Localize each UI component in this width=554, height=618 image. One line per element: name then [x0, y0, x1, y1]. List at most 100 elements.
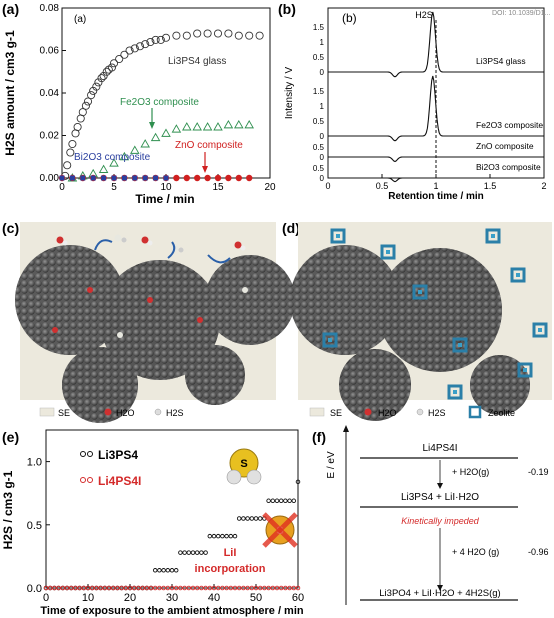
panel-e-point-li4ps4i: [144, 585, 150, 591]
panel-a-point-li3ps4-glass: [172, 31, 181, 40]
panel-d-legend-zeolite: Zeolite: [488, 408, 515, 418]
panel-a-annot-li3ps4: Li3PS4 glass: [168, 56, 226, 67]
panel-e-point-li4ps4i: [43, 585, 49, 591]
panel-e-point-li3ps4: [182, 550, 187, 555]
panel-e-point-li4ps4i: [295, 585, 301, 591]
panel-a-point-bi2o3-composite: [59, 175, 65, 181]
panel-e-point-li4ps4i: [220, 585, 225, 591]
panel-a: (a) (a) 0.00 0.02 0.04 0.06 0.08 0 5 10 15 20 Ti…: [2, 1, 276, 206]
panel-e-point-li3ps4: [194, 550, 200, 555]
panel-e-point-li4ps4i: [194, 585, 200, 591]
panel-a-point-li3ps4-glass: [156, 35, 165, 44]
panel-a-point-li3ps4-glass: [120, 50, 129, 59]
panel-e-point-li4ps4i: [77, 585, 82, 591]
panel-a-point-li3ps4-glass: [146, 37, 155, 47]
panel-e-point-li3ps4: [257, 516, 263, 521]
panel-b-y-tick-label: 0: [320, 68, 325, 77]
panel-e-point-li4ps4i: [115, 585, 120, 591]
panel-b-trace: [328, 75, 544, 142]
panel-a-zno-arrowhead: [202, 166, 208, 173]
panel-b-y-tick-label: 1.5: [313, 87, 325, 96]
panel-e-point-li3ps4: [165, 568, 171, 573]
panel-a-point-li3ps4-glass: [97, 74, 106, 83]
panel-b-trace: [328, 11, 544, 78]
panel-b-y-tick-label: 0: [320, 132, 325, 141]
panel-a-inner-label: (a): [74, 14, 86, 25]
panel-e-point-li4ps4i: [173, 585, 179, 591]
panel-e-y-label: H2S / cm3 g-1: [1, 470, 15, 549]
panel-a-point-li3ps4-glass: [107, 63, 116, 72]
panel-e-point-li4ps4i: [106, 585, 112, 591]
panel-f-step-1-energy: -0.19: [528, 467, 549, 477]
panel-a-point-bi2o3-composite: [132, 175, 138, 181]
panel-a-x-tick-label: 5: [111, 182, 117, 193]
panel-a-point-zno-composite: [173, 174, 180, 182]
panel-a-point-bi2o3-composite: [101, 175, 107, 181]
panel-e-point-li3ps4: [190, 550, 196, 555]
panel-a-point-fe2o3-composite: [213, 122, 223, 131]
panel-f-label: (f): [312, 429, 326, 445]
panel-c-legend-h2s: H2S: [166, 408, 184, 418]
panel-f-step-1-label: + H2O(g): [452, 467, 489, 477]
panel-a-point-li3ps4-glass: [87, 91, 96, 100]
panel-d-label: (d): [282, 220, 300, 236]
panel-e-point-li4ps4i: [60, 585, 66, 591]
panel-a-point-li3ps4-glass: [83, 97, 93, 106]
panel-a-point-zno-composite: [183, 174, 190, 182]
panel-e-point-li4ps4i: [207, 585, 213, 591]
panel-e-point-li3ps4: [291, 498, 297, 504]
panel-a-point-li3ps4-glass: [245, 31, 254, 40]
panel-e-point-li3ps4: [215, 533, 221, 539]
panel-b-series-label: Fe2O3 composite: [476, 120, 543, 130]
panel-a-point-bi2o3-composite: [153, 175, 159, 181]
panel-e-point-li3ps4: [178, 550, 183, 555]
panel-e-point-li4ps4i: [266, 585, 271, 591]
panel-c-arrow: [207, 254, 231, 264]
panel-e-point-li4ps4i: [274, 585, 280, 591]
panel-e-points: [43, 479, 301, 591]
panel-a-point-li3ps4-glass: [135, 42, 145, 51]
panel-e-point-li4ps4i: [119, 585, 124, 591]
panel-a-point-zno-composite: [235, 174, 242, 182]
panel-a-point-zno-composite: [225, 174, 232, 182]
panel-e-point-li3ps4: [287, 498, 292, 504]
panel-a-point-fe2o3-composite: [140, 139, 150, 148]
panel-e-y-tick-label: 0.0: [27, 583, 42, 595]
panel-e-point-li4ps4i: [232, 585, 238, 591]
panel-f: (f) E / eV Li4PS4I + H2O(g) -0.19 Li3PS4…: [312, 425, 549, 605]
panel-b-y-tick-label: 0: [320, 153, 325, 162]
panel-d-legend-h2s: H2S: [428, 408, 446, 418]
panel-e-annot-lii: LiI: [224, 547, 237, 559]
panel-e-point-li3ps4: [203, 550, 208, 555]
panel-b-y-tick-label: 1.5: [313, 23, 325, 32]
panel-a-x-tick-label: 0: [59, 182, 65, 193]
panel-e-point-li4ps4i: [136, 585, 141, 591]
panel-a-point-li3ps4-glass: [66, 148, 75, 157]
panel-a-point-li3ps4-glass: [115, 54, 124, 64]
panel-a-point-li3ps4-glass: [213, 29, 223, 38]
panel-e-point-li4ps4i: [215, 585, 221, 591]
panel-e-point-li3ps4: [157, 568, 162, 573]
panel-a-point-fe2o3-composite: [202, 122, 213, 131]
panel-d: (d) SE H2O H2S Zeo: [282, 220, 552, 421]
panel-e-point-li4ps4i: [236, 585, 242, 591]
panel-a-point-li3ps4-glass: [141, 40, 150, 49]
panel-e-point-li4ps4i: [186, 585, 192, 591]
panel-e-point-li3ps4: [199, 550, 204, 555]
panel-a-point-li3ps4-glass: [78, 108, 87, 117]
panel-a-point-fe2o3-composite: [234, 119, 244, 129]
panel-e-point-li3ps4: [253, 516, 259, 521]
panel-e-x-tick-label: 0: [43, 592, 49, 604]
panel-a-annot-zno: ZnO composite: [175, 140, 243, 151]
panel-e-point-li3ps4: [249, 516, 255, 521]
panel-e-point-li4ps4i: [64, 585, 70, 591]
panel-a-point-bi2o3-composite: [69, 175, 75, 181]
panel-c: (c): [2, 220, 295, 423]
panel-f-level-1-label: Li4PS4I: [422, 443, 457, 454]
panel-e-point-li4ps4i: [278, 585, 284, 591]
panel-e-point-li3ps4: [224, 533, 229, 539]
panel-a-point-zno-composite: [194, 174, 201, 182]
panel-e-point-li4ps4i: [262, 585, 267, 591]
panel-f-step-2-label: + 4 H2O (g): [452, 547, 499, 557]
